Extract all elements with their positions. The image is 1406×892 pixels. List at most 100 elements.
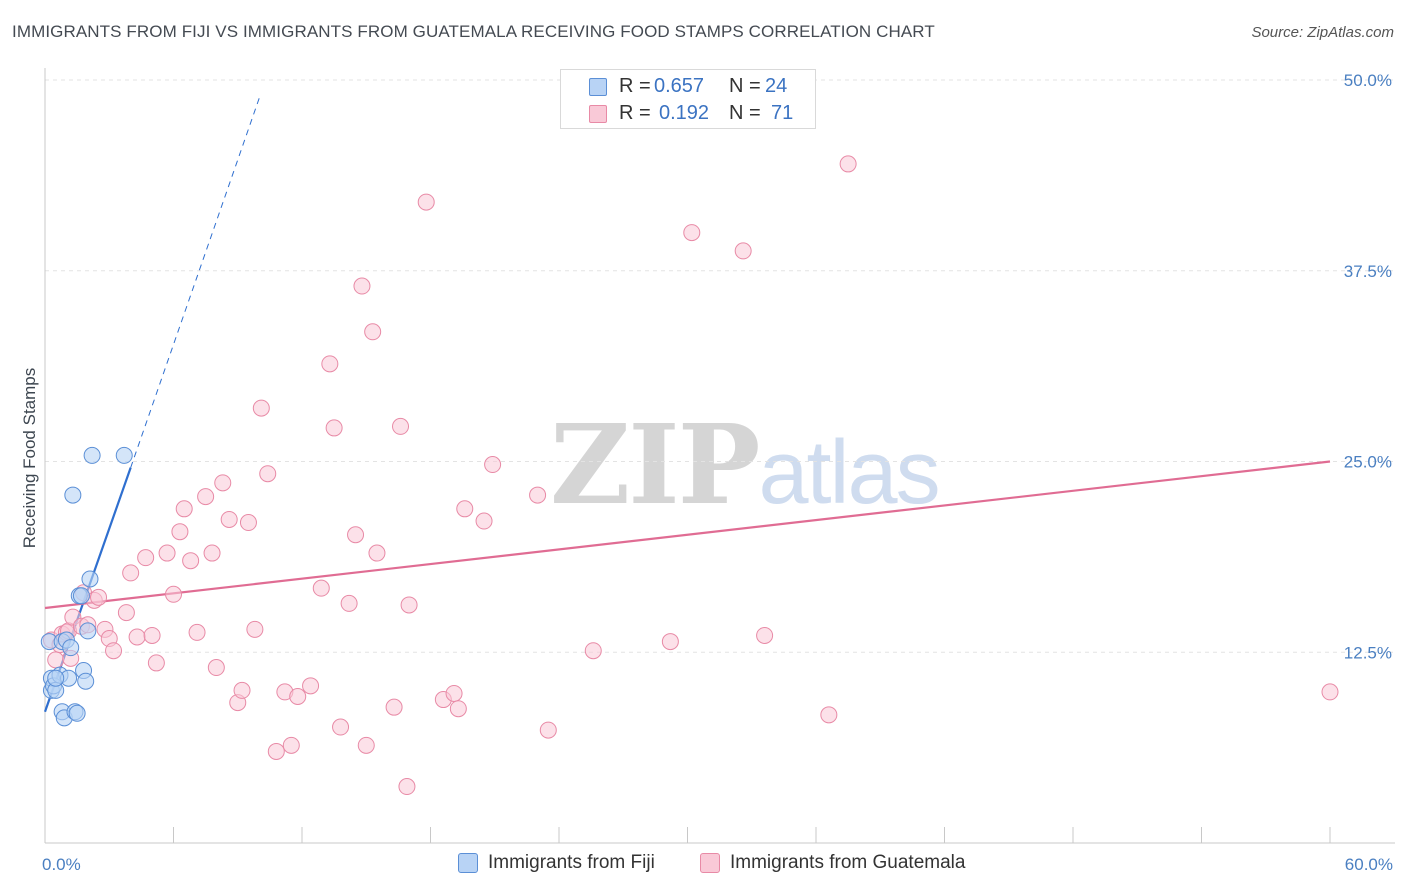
guatemala-point <box>398 778 416 796</box>
guatemala-point <box>171 523 189 541</box>
guatemala-legend-label: Immigrants from Guatemala <box>730 852 966 873</box>
guatemala-point <box>128 628 146 646</box>
correlation-legend: R = 0.657 N = 24 R = 0.192 N = 71 <box>560 69 816 129</box>
guatemala-point <box>282 736 300 754</box>
guatemala-point <box>214 474 232 492</box>
guatemala-point <box>188 623 206 641</box>
guatemala-point <box>325 419 343 437</box>
fiji-n-label: N = <box>729 75 761 97</box>
guatemala-point <box>529 486 547 504</box>
tick-labels: 12.5% 25.0% 37.5% 50.0% 0.0% 60.0% <box>42 71 1393 874</box>
guatemala-point <box>332 718 350 736</box>
guatemala-r-label: R = <box>619 102 651 124</box>
guatemala-point <box>252 399 270 417</box>
guatemala-point <box>445 684 463 702</box>
watermark-zip: ZIP <box>550 400 760 529</box>
guatemala-point <box>820 706 838 724</box>
x-tick-label: 0.0% <box>42 855 81 874</box>
guatemala-point <box>385 698 403 716</box>
guatemala-point <box>239 514 257 532</box>
guatemala-point <box>539 721 557 739</box>
y-axis-label: Receiving Food Stamps <box>20 368 39 548</box>
guatemala-point <box>734 242 752 260</box>
guatemala-point <box>368 544 386 562</box>
guatemala-point <box>353 277 371 295</box>
trend-lines <box>43 98 1331 713</box>
guatemala-point <box>289 688 307 706</box>
guatemala-point <box>267 742 285 760</box>
guatemala-point <box>197 488 215 506</box>
guatemala-point <box>400 596 418 614</box>
guatemala-point <box>220 510 238 528</box>
guatemala-point <box>475 512 493 530</box>
guatemala-point <box>449 700 467 718</box>
guatemala-point <box>207 659 225 677</box>
guatemala-point <box>392 417 410 435</box>
x-tick-label: 60.0% <box>1345 855 1393 874</box>
y-tick-label: 37.5% <box>1344 262 1392 281</box>
guatemala-n-label: N = <box>729 102 761 124</box>
guatemala-r-value: 0.192 <box>659 102 710 124</box>
guatemala-point <box>182 552 200 570</box>
guatemala-point <box>105 642 123 660</box>
fiji-point <box>64 486 82 504</box>
guatemala-swatch <box>589 105 607 123</box>
guatemala-point <box>347 526 365 544</box>
fiji-point <box>77 672 95 690</box>
guatemala-point <box>122 564 140 582</box>
guatemala-point <box>158 544 176 562</box>
guatemala-point <box>756 626 774 644</box>
guatemala-point <box>203 544 221 562</box>
fiji-r-label: R = <box>619 75 651 97</box>
source-credit: Source: ZipAtlas.com <box>1251 24 1394 41</box>
fiji-point <box>47 669 65 687</box>
guatemala-legend-swatch <box>700 853 720 873</box>
guatemala-point <box>143 626 161 644</box>
guatemala-point <box>147 654 165 672</box>
guatemala-point <box>90 588 108 606</box>
y-tick-label: 25.0% <box>1344 453 1392 472</box>
guatemala-point <box>137 549 155 567</box>
y-tick-label: 12.5% <box>1344 643 1392 662</box>
guatemala-point <box>456 500 474 518</box>
guatemala-point <box>302 677 320 695</box>
fiji-n-value: 24 <box>765 75 788 97</box>
fiji-swatch <box>589 78 607 96</box>
guatemala-point <box>584 642 602 660</box>
axes <box>44 68 1395 844</box>
fiji-point <box>115 446 133 464</box>
guatemala-point <box>117 604 135 622</box>
guatemala-point <box>47 651 65 669</box>
guatemala-point <box>484 456 502 474</box>
fiji-r-value: 0.657 <box>654 75 705 97</box>
fiji-legend-swatch <box>458 853 478 873</box>
guatemala-point <box>839 155 857 173</box>
fiji-trend-extension <box>130 98 260 468</box>
guatemala-point <box>246 620 264 638</box>
guatemala-point <box>364 323 382 341</box>
guatemala-point <box>321 355 339 373</box>
guatemala-point <box>417 193 435 211</box>
guatemala-point <box>312 579 330 597</box>
guatemala-point <box>357 736 375 754</box>
data-points <box>40 155 1339 796</box>
watermark: ZIPatlas <box>550 400 941 529</box>
guatemala-point <box>233 681 251 699</box>
guatemala-n-value: 71 <box>771 102 794 124</box>
chart-title: IMMIGRANTS FROM FIJI VS IMMIGRANTS FROM … <box>12 22 935 41</box>
guatemala-point <box>175 500 193 518</box>
gridlines <box>45 79 1395 653</box>
fiji-point <box>79 622 97 640</box>
fiji-legend-label: Immigrants from Fiji <box>488 852 655 873</box>
fiji-point <box>68 704 86 722</box>
y-tick-label: 50.0% <box>1344 71 1392 90</box>
watermark-atlas: atlas <box>758 423 940 523</box>
guatemala-point <box>1321 683 1339 701</box>
fiji-point <box>72 587 90 605</box>
fiji-point <box>62 639 80 657</box>
guatemala-point <box>259 465 277 483</box>
fiji-point <box>83 446 101 464</box>
guatemala-point <box>661 633 679 651</box>
fiji-point <box>81 570 99 588</box>
